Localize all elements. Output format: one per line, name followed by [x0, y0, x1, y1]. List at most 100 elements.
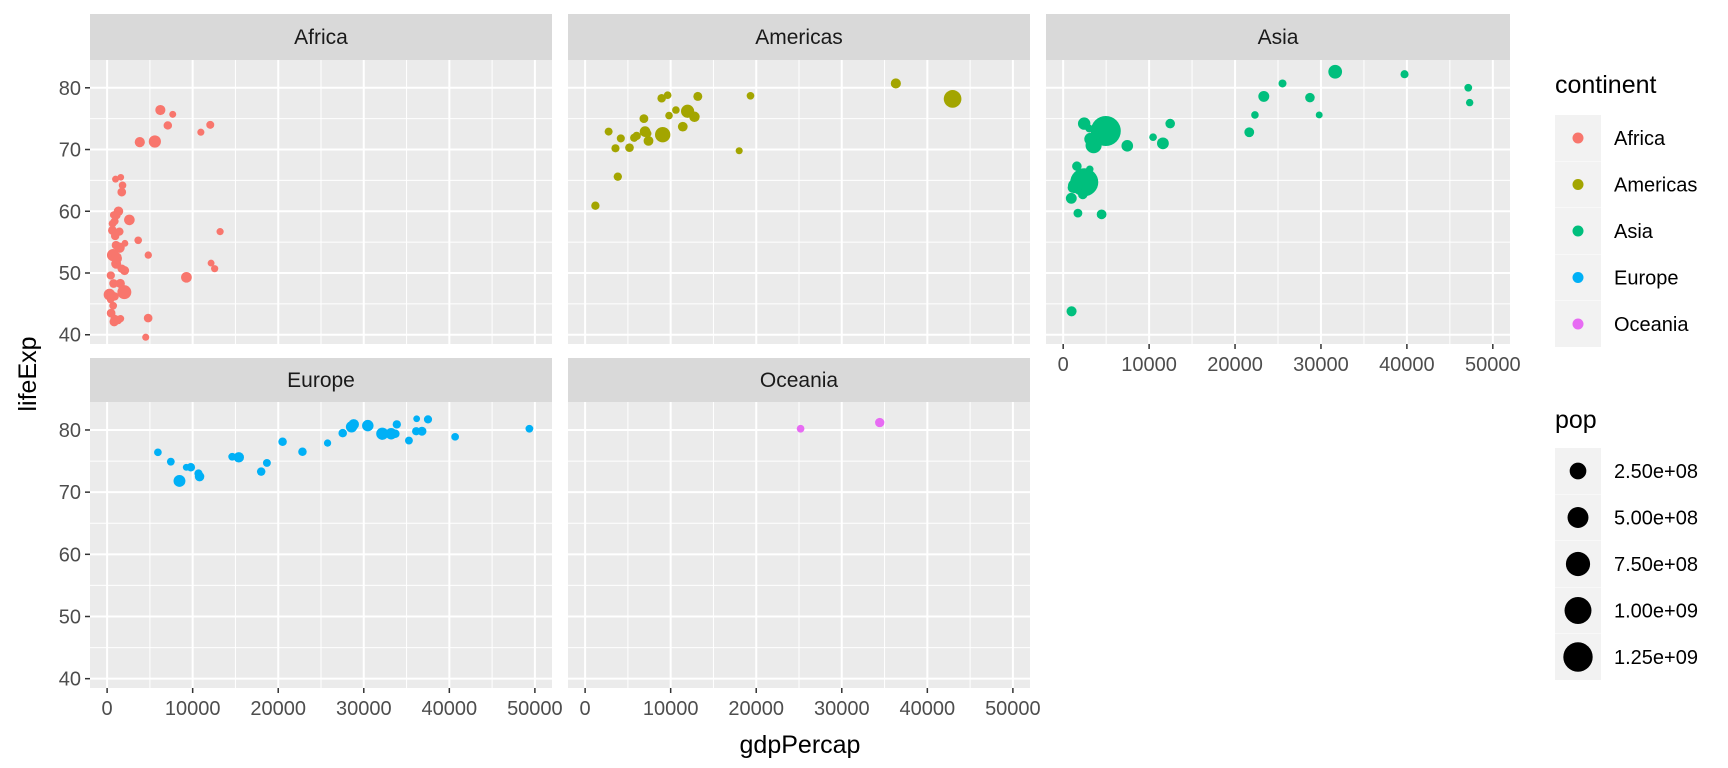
- y-tick-label: 60: [59, 201, 81, 223]
- data-point: [108, 291, 116, 299]
- size-legend-label: 2.50e+08: [1614, 461, 1698, 483]
- data-point: [644, 129, 652, 138]
- data-point: [124, 214, 135, 226]
- data-point: [134, 137, 145, 148]
- data-point: [735, 147, 743, 155]
- legend-label: Asia: [1614, 221, 1654, 243]
- data-point: [625, 143, 634, 153]
- data-point: [173, 475, 186, 487]
- y-tick-label: 70: [59, 482, 81, 504]
- x-tick-label: 20000: [250, 698, 306, 720]
- y-tick-label: 50: [59, 607, 81, 629]
- data-point: [348, 419, 359, 430]
- data-point: [677, 121, 688, 132]
- data-point: [604, 127, 613, 136]
- data-point: [1066, 306, 1077, 317]
- x-tick-label: 30000: [814, 698, 870, 720]
- y-axis-title: lifeExp: [14, 336, 42, 411]
- facet-strip: [568, 14, 1030, 60]
- size-legend-label: 7.50e+08: [1614, 554, 1698, 576]
- data-point: [943, 90, 962, 108]
- data-point: [746, 91, 755, 100]
- x-tick-label: 0: [580, 698, 591, 720]
- data-point: [117, 264, 126, 273]
- data-point: [207, 259, 215, 267]
- facet-strip: [90, 14, 552, 60]
- facet-panel-oceania: Oceania 0 10000 20000 30000 40000 50000: [568, 358, 1041, 720]
- data-point: [1094, 119, 1104, 129]
- data-point: [1251, 111, 1259, 119]
- data-point: [228, 452, 237, 461]
- data-point: [216, 228, 224, 236]
- data-point: [116, 315, 125, 323]
- data-point: [111, 240, 121, 250]
- data-point: [144, 251, 152, 259]
- data-point: [115, 227, 124, 236]
- size-legend-keys: 2.50e+08 5.00e+08 7.50e+08 1.00e+09 1.25e+09: [1555, 448, 1698, 680]
- x-tick-label: 0: [1058, 354, 1069, 376]
- data-point: [211, 265, 219, 273]
- data-point: [525, 424, 534, 433]
- data-point: [1098, 130, 1107, 139]
- data-point: [1328, 64, 1343, 79]
- data-point: [117, 187, 127, 197]
- data-point: [106, 271, 115, 280]
- data-point: [423, 415, 433, 424]
- facet-strip-label: Europe: [287, 369, 355, 392]
- data-point: [630, 133, 639, 142]
- facet-strip: [568, 358, 1030, 402]
- data-point: [262, 458, 271, 467]
- data-point: [1258, 90, 1270, 102]
- data-point: [1464, 83, 1473, 92]
- x-tick-label: 10000: [1121, 354, 1177, 376]
- data-point: [166, 457, 175, 466]
- legend-key-europe: [1572, 272, 1584, 283]
- legend-label: Africa: [1614, 128, 1666, 150]
- data-point: [143, 313, 153, 323]
- data-point: [110, 314, 119, 323]
- data-point: [890, 78, 901, 89]
- data-point: [639, 114, 649, 124]
- facet-strip: [90, 358, 552, 402]
- data-point: [118, 181, 127, 190]
- data-point: [1400, 70, 1409, 79]
- data-point: [1067, 182, 1078, 193]
- data-point: [392, 420, 401, 429]
- x-tick-label: 20000: [1207, 354, 1263, 376]
- facet-strip-label: Americas: [755, 26, 843, 49]
- data-point: [591, 201, 600, 210]
- data-point: [654, 127, 671, 143]
- facet-panel-americas: Americas: [568, 14, 1030, 344]
- data-point: [1149, 133, 1157, 142]
- data-point: [278, 437, 287, 447]
- data-point: [1165, 118, 1175, 129]
- facet-strip-label: Africa: [294, 26, 348, 49]
- facet-panel-asia: Asia 0 10000 20000 30000 40000 50000: [1046, 14, 1521, 376]
- data-point: [1465, 98, 1474, 107]
- legend-key-asia: [1572, 225, 1584, 237]
- data-point: [417, 426, 427, 436]
- legend-key-africa: [1572, 132, 1584, 144]
- data-point: [117, 285, 132, 300]
- legend-label: Europe: [1614, 268, 1679, 290]
- x-tick-label: 50000: [1465, 354, 1521, 376]
- data-point: [613, 172, 622, 181]
- x-tick-label: 20000: [728, 698, 784, 720]
- data-point: [169, 110, 177, 118]
- data-point: [672, 106, 680, 114]
- data-point: [657, 93, 666, 103]
- x-tick-label: 30000: [336, 698, 392, 720]
- data-point: [1078, 169, 1093, 185]
- data-point: [142, 333, 150, 341]
- data-point: [154, 448, 162, 457]
- size-key-point: [1563, 642, 1593, 672]
- size-key-point: [1565, 551, 1591, 577]
- data-point: [616, 134, 625, 143]
- data-point: [875, 417, 885, 428]
- data-point: [451, 432, 459, 441]
- legend: continent Africa Americas Asia Europe Oceani…: [1555, 71, 1698, 680]
- size-legend-title: pop: [1555, 406, 1597, 434]
- facet-strip: [1046, 14, 1510, 60]
- size-key-point: [1567, 507, 1589, 528]
- data-point: [206, 120, 215, 129]
